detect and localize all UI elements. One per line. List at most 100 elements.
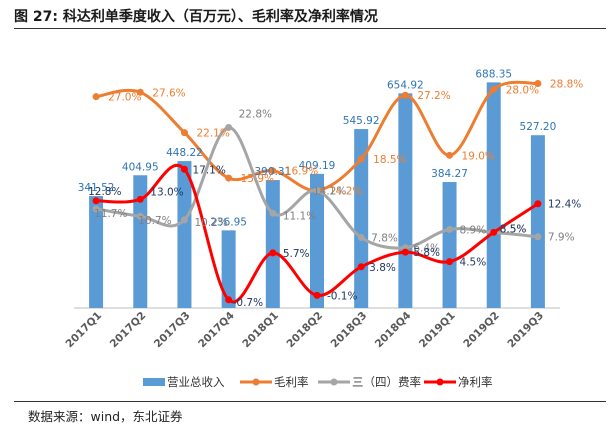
bar-revenue-2018Q4 [398, 93, 413, 308]
point-net-margin-2018Q1 [269, 249, 277, 257]
data-label-expense-ratio-2019Q3: 7.9% [548, 232, 575, 244]
data-label-revenue-2017Q1: 341.52 [78, 182, 115, 194]
data-label-gross-margin-2018Q1: 16.9% [285, 166, 318, 178]
legend-label-expense: 三（四）费率 [352, 375, 421, 389]
data-label-revenue-2017Q4: 236.95 [210, 216, 247, 228]
bar-revenue-2019Q2 [486, 82, 501, 308]
data-label-revenue-2018Q3: 545.92 [343, 115, 380, 127]
point-gross-margin-2017Q4 [225, 174, 233, 182]
legend: 营业总收入 毛利率 三（四）费率 净利率 [0, 372, 614, 392]
x-tick-label-2018Q1: 2018Q1 [240, 310, 281, 351]
point-net-margin-2018Q4 [401, 248, 409, 256]
data-label-expense-ratio-2018Q3: 7.8% [371, 232, 398, 244]
data-label-gross-margin-2018Q3: 18.5% [373, 154, 406, 166]
x-tick-label-2017Q2: 2017Q2 [108, 310, 149, 351]
data-label-net-margin-2017Q3: 17.1% [192, 164, 225, 176]
point-expense-ratio-2017Q4 [225, 123, 233, 131]
x-tick-label-2017Q1: 2017Q1 [64, 310, 105, 351]
data-label-revenue-2019Q2: 688.35 [475, 68, 512, 80]
bar-revenue-2017Q3 [177, 161, 192, 308]
data-label-revenue-2019Q3: 527.20 [520, 121, 557, 133]
data-label-net-margin-2019Q3: 12.4% [548, 199, 581, 211]
data-label-expense-ratio-2018Q2: 14.2% [313, 186, 346, 198]
point-net-margin-2017Q3 [180, 165, 188, 173]
point-gross-margin-2019Q2 [490, 85, 498, 93]
bar-revenue-2017Q1 [89, 196, 104, 308]
data-label-net-margin-2017Q2: 13.0% [150, 186, 183, 198]
data-label-net-margin-2019Q2: 8.5% [500, 223, 527, 235]
title-divider [14, 28, 606, 29]
data-label-gross-margin-2018Q2: 14.2% [329, 186, 362, 198]
legend-label-net: 净利率 [458, 375, 493, 389]
point-net-margin-2017Q2 [136, 195, 144, 203]
point-net-margin-2019Q3 [534, 200, 542, 208]
legend-label-revenue: 营业总收入 [167, 375, 225, 389]
legend-label-gross: 毛利率 [274, 375, 309, 389]
data-label-expense-ratio-2018Q1: 11.1% [283, 210, 316, 222]
bar-revenue-2019Q3 [530, 135, 545, 308]
data-label-gross-margin-2019Q1: 19.0% [462, 150, 495, 162]
point-expense-ratio-2017Q2 [136, 212, 144, 220]
source-note: 数据来源：wind，东北证券 [28, 409, 183, 424]
point-net-margin-2017Q1 [92, 197, 100, 205]
data-label-revenue-2017Q2: 404.95 [122, 161, 159, 173]
data-label-gross-margin-2017Q2: 27.6% [152, 87, 185, 99]
point-net-margin-2018Q3 [357, 263, 365, 271]
x-tick-label-2019Q1: 2019Q1 [417, 310, 458, 351]
figure-title: 图 27: 科达利单季度收入（百万元）、毛利率及净利率情况 [14, 9, 378, 25]
x-tick-label-2018Q4: 2018Q4 [373, 310, 414, 351]
point-expense-ratio-2018Q2 [313, 187, 321, 195]
series-line-expense-ratio [95, 125, 539, 250]
data-label-expense-ratio-2017Q1: 11.7% [94, 208, 127, 220]
data-label-net-margin-2018Q3: 3.8% [369, 262, 396, 274]
x-tick-label-2019Q3: 2019Q3 [505, 310, 546, 351]
legend-item-expense: 三（四）费率 [318, 372, 421, 392]
legend-swatch-net [424, 378, 456, 386]
data-label-revenue-2017Q3: 448.22 [166, 147, 203, 159]
series-line-gross-margin [95, 80, 539, 193]
data-label-revenue-2018Q2: 409.19 [299, 160, 336, 172]
data-label-expense-ratio-2017Q3: 10.2% [194, 217, 227, 229]
point-gross-margin-2017Q3 [180, 129, 188, 137]
data-label-net-margin-2019Q1: 4.5% [460, 257, 487, 269]
data-label-expense-ratio-2019Q2: 8.5% [500, 223, 527, 235]
point-net-margin-2017Q4 [225, 296, 233, 304]
bar-revenue-2018Q2 [310, 173, 324, 308]
data-label-gross-margin-2018Q4: 27.2% [417, 90, 450, 102]
point-net-margin-2018Q2 [313, 291, 321, 299]
data-label-net-margin-2018Q2: -0.1% [327, 290, 357, 302]
x-tick-label-2019Q2: 2019Q2 [461, 310, 502, 351]
bar-revenue-2019Q1 [442, 182, 457, 308]
series-line-net-margin [96, 163, 539, 304]
point-expense-ratio-2019Q1 [446, 225, 454, 233]
data-label-expense-ratio-2019Q1: 8.9% [460, 224, 487, 236]
point-gross-margin-2018Q4 [401, 91, 409, 99]
legend-swatch-gross [240, 378, 272, 386]
point-expense-ratio-2019Q3 [534, 233, 542, 241]
data-label-net-margin-2017Q4: -0.7% [233, 297, 263, 309]
point-gross-margin-2018Q1 [269, 167, 277, 175]
bar-revenue-2018Q1 [265, 180, 280, 308]
data-label-net-margin-2018Q4: 5.8% [413, 247, 440, 259]
x-tick-label-2017Q3: 2017Q3 [152, 310, 193, 351]
data-label-gross-margin-2019Q3: 28.8% [550, 78, 583, 90]
point-net-margin-2019Q2 [490, 228, 498, 236]
data-label-revenue-2018Q4: 654.92 [387, 79, 424, 91]
point-expense-ratio-2018Q3 [357, 233, 365, 241]
point-net-margin-2019Q1 [446, 258, 454, 266]
point-expense-ratio-2018Q1 [269, 209, 277, 217]
point-gross-margin-2019Q1 [446, 151, 454, 159]
data-label-net-margin-2017Q1: 12.8% [88, 186, 121, 198]
footer-divider [14, 401, 606, 402]
point-gross-margin-2018Q3 [357, 155, 365, 163]
legend-swatch-revenue [143, 378, 165, 386]
legend-swatch-expense [318, 378, 350, 386]
data-label-gross-margin-2017Q4: 15.9% [241, 173, 274, 185]
data-label-net-margin-2018Q1: 5.7% [283, 248, 310, 260]
data-label-expense-ratio-2017Q2: 10.7% [138, 215, 171, 227]
data-label-gross-margin-2019Q2: 28.0% [506, 84, 539, 96]
legend-item-revenue: 营业总收入 [143, 372, 225, 392]
point-expense-ratio-2017Q3 [180, 216, 188, 224]
bar-revenue-2017Q2 [133, 175, 148, 308]
